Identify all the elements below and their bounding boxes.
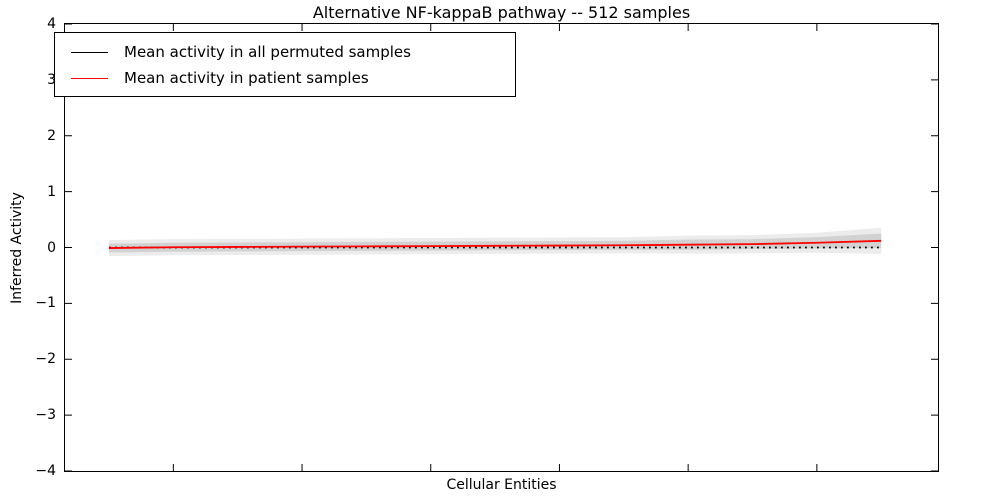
legend-item-permuted: Mean activity in all permuted samples (55, 39, 515, 65)
legend: Mean activity in all permuted samples Me… (54, 32, 516, 97)
y-tick-label: 3 (47, 71, 56, 88)
y-tick-label: 2 (47, 127, 56, 144)
permuted-line-sample (71, 51, 108, 53)
plot-svg (65, 24, 938, 471)
y-tick-label: −1 (35, 295, 56, 312)
y-tick-label: 0 (47, 239, 56, 256)
y-tick-label: −3 (35, 407, 56, 424)
patient-mean-line (108, 239, 882, 249)
patient-line-sample (71, 77, 108, 79)
chart-title: Alternative NF-kappaB pathway -- 512 sam… (312, 3, 691, 22)
legend-label-patient: Mean activity in patient samples (124, 69, 369, 87)
legend-label-permuted: Mean activity in all permuted samples (124, 43, 411, 61)
y-tick-label: −2 (35, 351, 56, 368)
x-axis-label: Cellular Entities (446, 477, 557, 493)
y-tick-label: 1 (47, 183, 56, 200)
legend-item-patient: Mean activity in patient samples (55, 65, 515, 91)
y-tick-label: 4 (47, 16, 56, 32)
y-tick-label: −4 (35, 463, 56, 479)
plot-area (64, 23, 939, 472)
